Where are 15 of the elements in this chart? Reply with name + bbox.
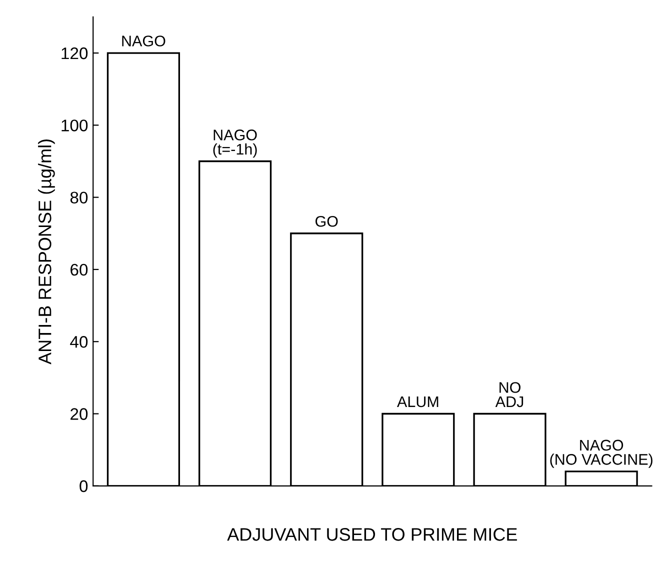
y-tick-label: 120 xyxy=(62,47,88,60)
x-tick-label: NAGO (t=-1h) xyxy=(213,130,257,158)
y-tick-label: 80 xyxy=(70,192,88,204)
x-tick-label: ALUM xyxy=(396,396,438,408)
x-tick-label: NAGO xyxy=(122,36,166,46)
y-tick-label: 40 xyxy=(70,336,88,348)
y-tick-label: 100 xyxy=(62,120,88,132)
x-tick-label: NAGO (NO VACCINE) xyxy=(550,440,652,468)
y-tick-label: 0 xyxy=(80,480,88,492)
y-axis-title: ANTI-B RESPONSE (µg/ml) xyxy=(38,140,55,364)
x-tick-label: NO ADJ xyxy=(495,382,524,408)
y-tick-label: 60 xyxy=(70,264,88,276)
y-tick-label: 20 xyxy=(70,408,88,420)
x-axis-title: ADJUVANT USED TO PRIME MICE xyxy=(227,528,517,541)
x-tick-label: GO xyxy=(316,216,338,227)
